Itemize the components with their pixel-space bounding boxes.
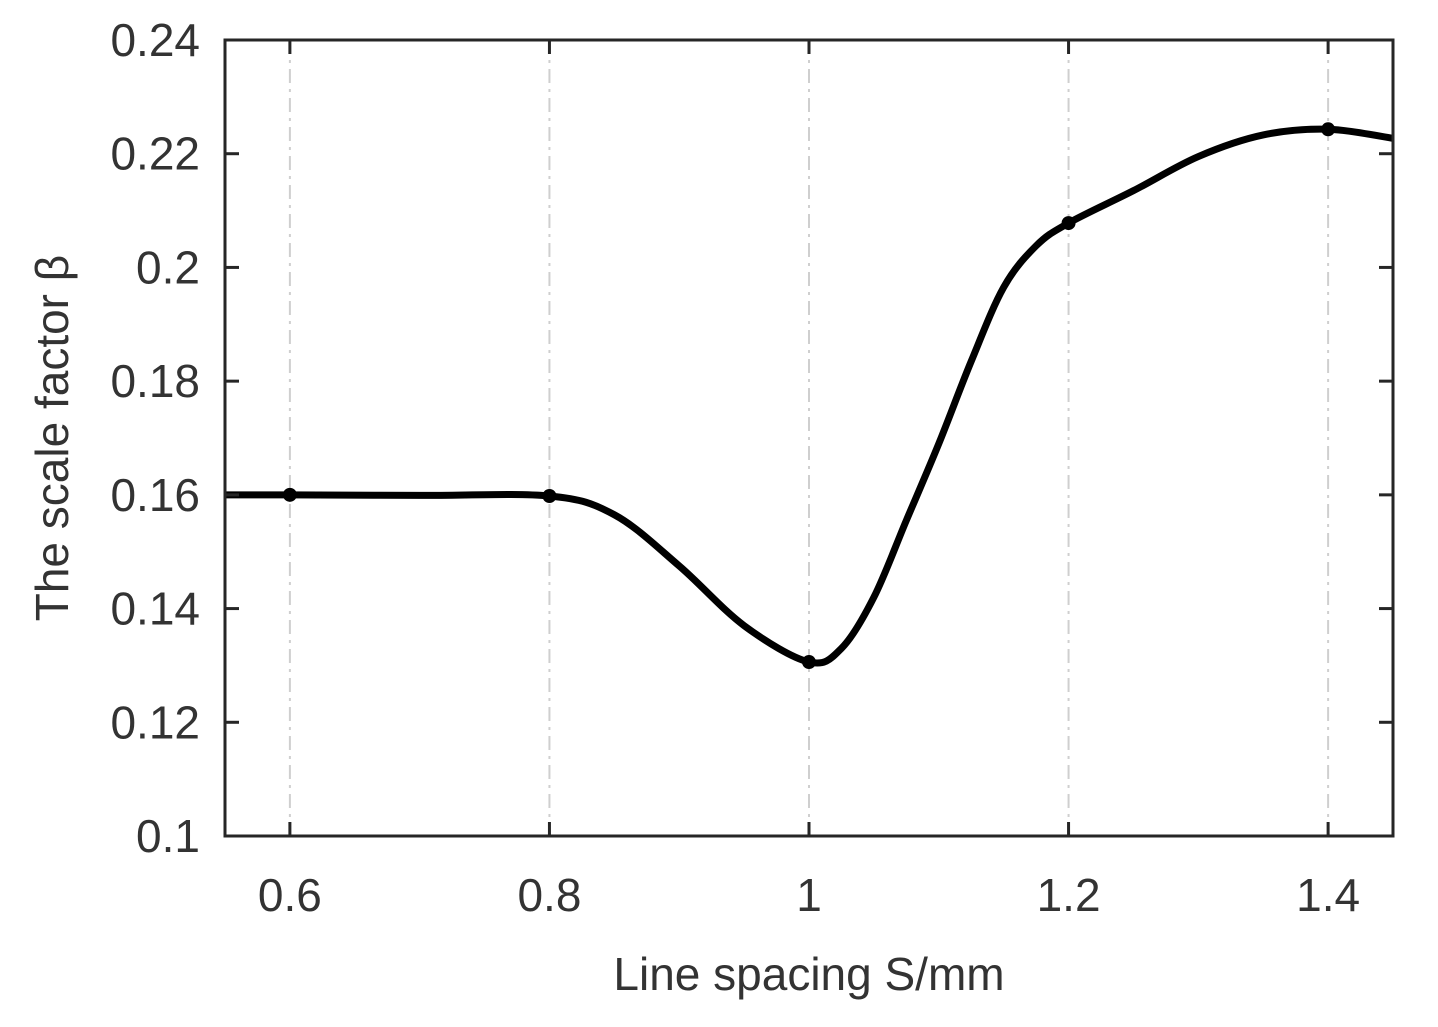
data-point: [1061, 216, 1076, 231]
data-point: [542, 488, 557, 503]
x-tick-label: 0.6: [258, 869, 322, 921]
series-layer: [225, 122, 1393, 670]
grid-lines: [288, 40, 1330, 836]
y-tick-label: 0.12: [110, 696, 200, 748]
tick-labels: 0.6 0.8 1 1.2 1.4 0.1 0.12 0.14 0.16 0.18 0.2 0.22 0…: [110, 14, 1360, 921]
data-point: [282, 487, 297, 502]
x-tick-label: 0.8: [517, 869, 581, 921]
data-point: [1321, 122, 1336, 137]
x-tick-label: 1.4: [1296, 869, 1360, 921]
data-point: [802, 655, 816, 670]
y-tick-label: 0.24: [110, 14, 200, 66]
axis-ticks: [225, 38, 1393, 838]
y-tick-label: 0.22: [110, 128, 200, 180]
y-tick-label: 0.14: [110, 583, 200, 635]
y-axis-label: The scale factor β: [26, 255, 78, 622]
y-tick-label: 0.1: [136, 810, 200, 862]
x-tick-label: 1: [796, 869, 822, 921]
y-tick-label: 0.18: [110, 355, 200, 407]
x-tick-label: 1.2: [1037, 869, 1101, 921]
y-tick-label: 0.16: [110, 469, 200, 521]
y-tick-label: 0.2: [136, 241, 200, 293]
x-axis-label: Line spacing S/mm: [613, 948, 1004, 1000]
